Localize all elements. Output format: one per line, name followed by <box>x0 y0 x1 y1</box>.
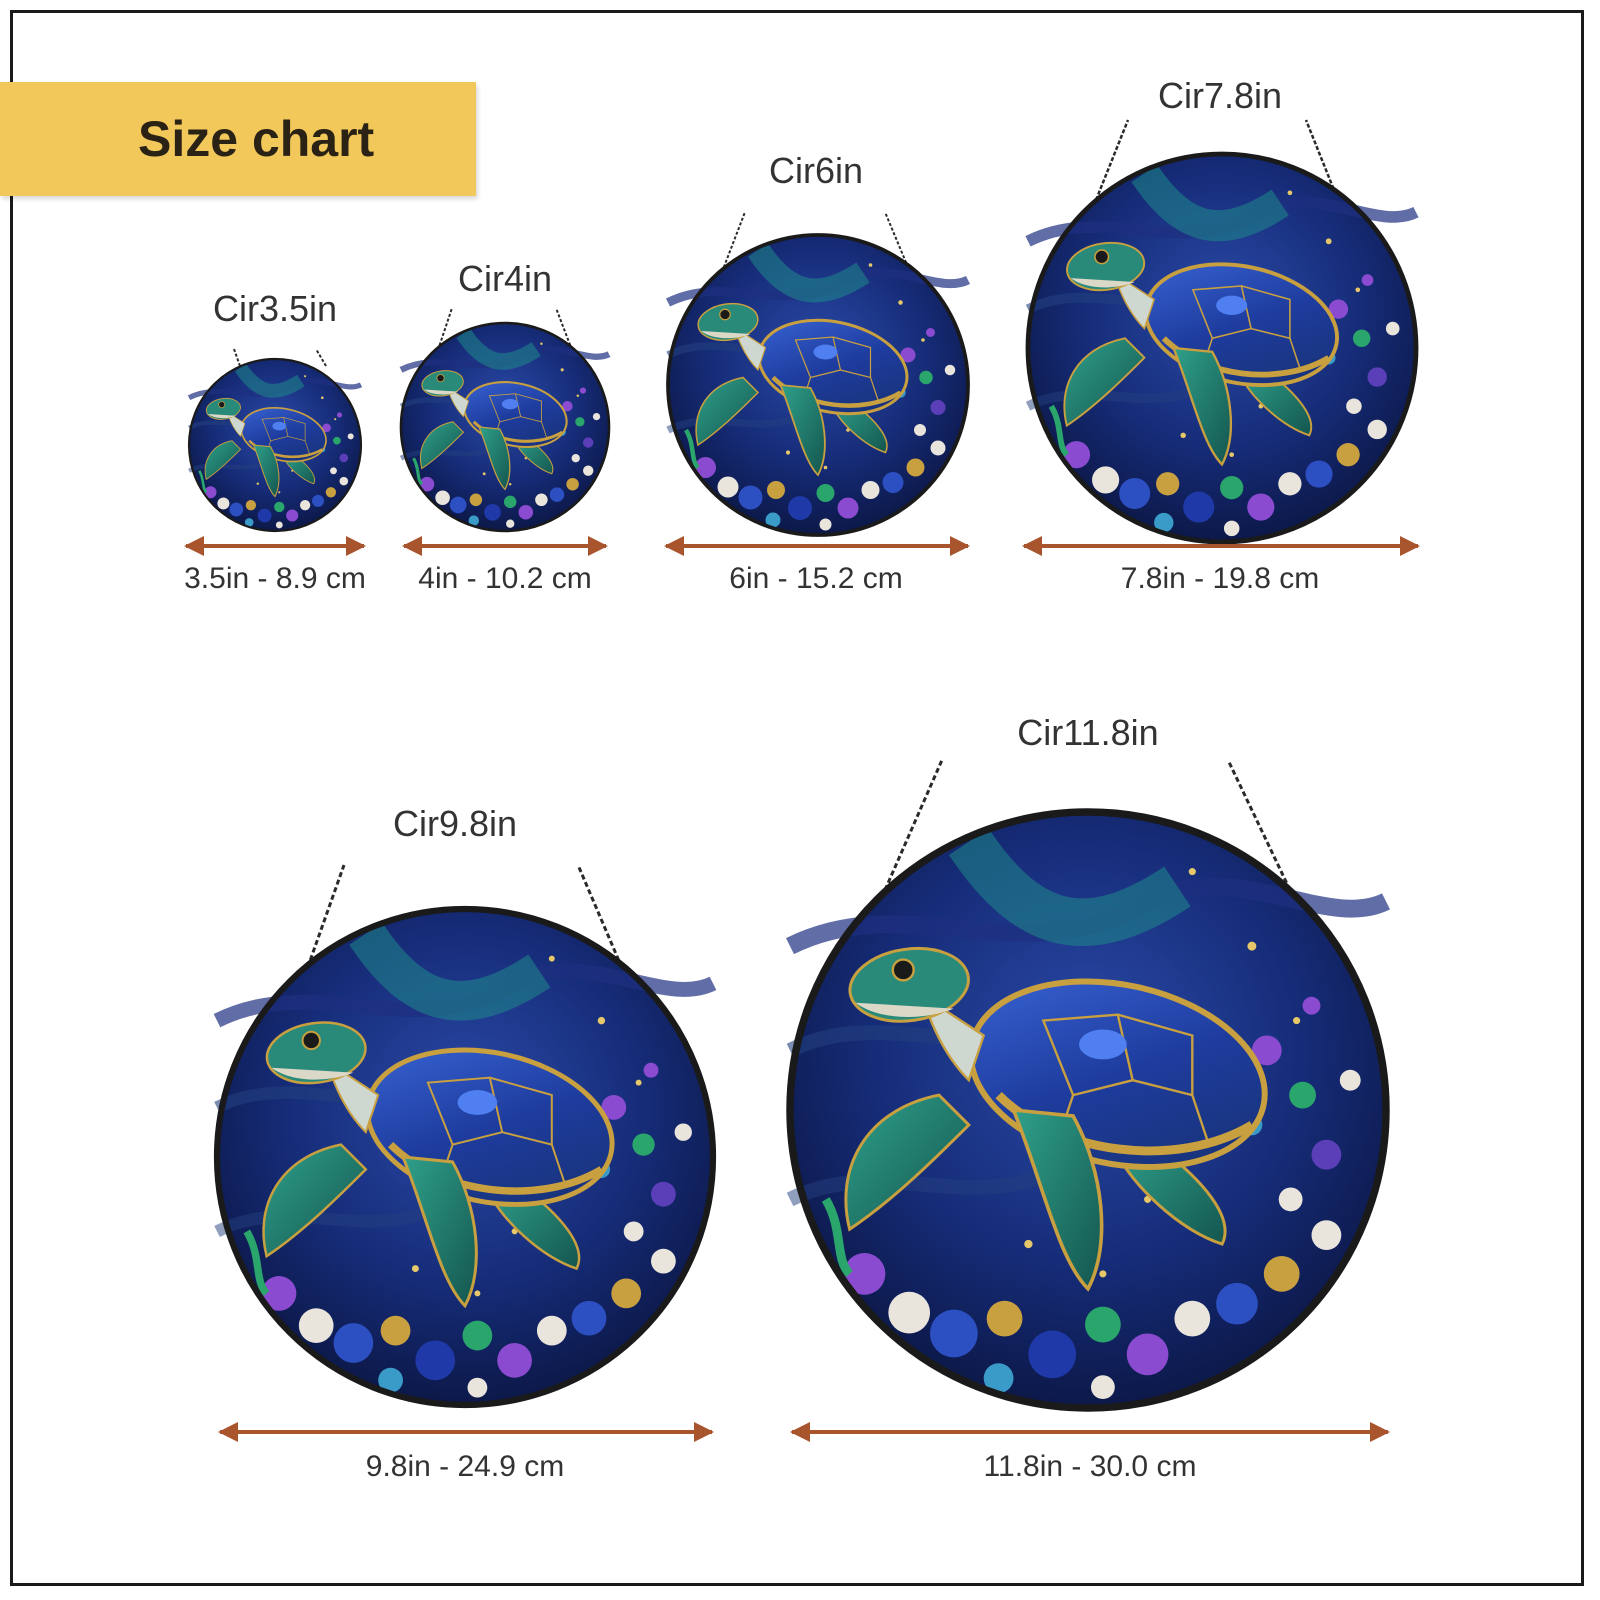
size-title-4in: Cir4in <box>457 258 553 299</box>
turtle-suncatcher-9-8in <box>217 909 713 1405</box>
turtle-suncatcher-7-8in <box>1028 154 1416 542</box>
size-title-11-8in: Cir11.8in <box>1017 712 1159 753</box>
turtle-suncatcher-3-5in <box>189 359 361 531</box>
chain <box>883 759 1292 891</box>
dimension-label-3-5in: 3.5in - 8.9 cm <box>184 562 366 595</box>
turtle-suncatcher-6in <box>668 235 968 535</box>
chain <box>303 864 627 976</box>
dimension-label-4in: 4in - 10.2 cm <box>418 562 592 595</box>
size-title-6in: Cir6in <box>768 150 864 191</box>
size-chart-badge: Size chart <box>0 82 476 196</box>
page-frame <box>10 10 1584 1586</box>
size-chart-title: Size chart <box>138 111 375 167</box>
dimension-label-7-8in: 7.8in - 19.8 cm <box>1120 562 1320 595</box>
turtle-suncatcher-11-8in <box>790 812 1386 1408</box>
size-title-3-5in: Cir3.5in <box>212 288 338 329</box>
chain <box>437 307 573 351</box>
size-title-9-8in: Cir9.8in <box>392 803 518 844</box>
dimension-label-11-8in: 11.8in - 30.0 cm <box>983 1450 1197 1483</box>
dimension-label-6in: 6in - 15.2 cm <box>729 562 903 595</box>
chain <box>233 348 327 367</box>
turtle-suncatcher-4in <box>401 323 609 531</box>
dimension-label-9-8in: 9.8in - 24.9 cm <box>365 1450 565 1483</box>
size-title-7-8in: Cir7.8in <box>1157 75 1283 116</box>
